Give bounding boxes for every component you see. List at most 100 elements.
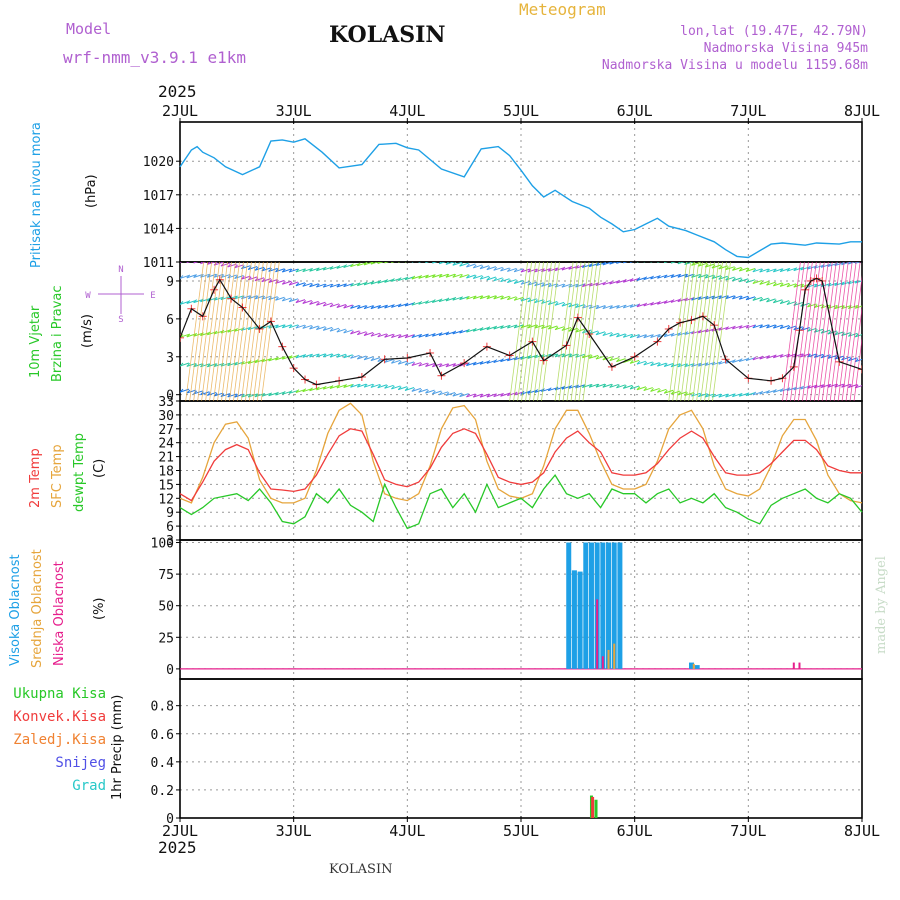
wind-arrow <box>582 354 592 359</box>
wind-arrow-head <box>677 273 682 278</box>
wind-arrow <box>786 267 797 272</box>
cloud-frame <box>179 539 863 680</box>
wind-arrow-head <box>779 283 784 287</box>
wind-arrow <box>861 336 862 338</box>
wind-arrow <box>834 282 844 286</box>
wind-arrow-head <box>425 333 429 338</box>
wind-arrow <box>384 262 389 264</box>
wind-arrow <box>643 387 653 392</box>
wind-arrow-head <box>657 300 661 305</box>
wind-arrow <box>780 300 790 305</box>
wind-arrow <box>670 390 681 395</box>
wind-arrow <box>473 295 483 300</box>
bottom-date-label: 4JUL <box>389 822 425 840</box>
wind-arrow <box>384 358 394 363</box>
wind-arrow-head <box>356 262 361 267</box>
wind-arrow-head <box>431 363 436 368</box>
wind-arrow <box>411 362 422 367</box>
wind-arrow <box>616 262 623 264</box>
wind-arrow <box>616 333 626 338</box>
wind-arrow <box>732 358 742 363</box>
wind-arrow-head <box>472 393 477 398</box>
wind-arrow <box>343 304 353 309</box>
wind-arrow-head <box>391 359 395 364</box>
wind-arrow-head <box>745 279 750 284</box>
wind-arrow <box>616 358 626 363</box>
wind-arrow <box>861 387 862 389</box>
wind-arrow-head <box>329 353 334 358</box>
wind-arrow-head <box>568 353 573 358</box>
wind-arrow-head <box>677 262 681 265</box>
temp-tick-label: 6 <box>166 520 174 535</box>
wind-arrow <box>404 276 415 281</box>
wind-arrow <box>595 282 606 287</box>
wind-arrow <box>855 305 862 309</box>
wind-arrow <box>370 357 381 362</box>
wind-arrow <box>275 296 285 301</box>
wind-arrow-head <box>397 334 402 339</box>
wind-arrow-head <box>568 327 573 332</box>
wind-arrow <box>336 328 347 333</box>
wind-arrow-head <box>363 356 368 361</box>
wind-arrow <box>745 324 756 329</box>
wind-arrow <box>616 384 626 389</box>
temp-tick-label: 3 <box>166 534 174 549</box>
wind-arrow-head <box>697 296 702 300</box>
precip-frame <box>179 678 863 819</box>
wind-arrow <box>302 300 312 304</box>
wind-arrow <box>561 302 572 307</box>
wind-arrow <box>411 334 422 339</box>
wind-arrow <box>793 326 803 331</box>
wind-arrow <box>418 388 428 393</box>
wind-arrow-head <box>554 353 559 358</box>
bottom-date-label: 2JUL <box>162 822 198 840</box>
wind-arrow <box>609 383 619 388</box>
wind-arrow-head <box>329 327 334 332</box>
wind-arrow-head <box>493 393 498 398</box>
wind-arrow-head <box>500 358 504 363</box>
wind-arrow <box>302 268 312 273</box>
wind-arrow-head <box>622 384 627 389</box>
wind-arrow <box>527 389 537 394</box>
wind-hatch <box>676 262 696 401</box>
wind-arrow-head <box>691 392 695 397</box>
wind-hatch <box>574 262 594 401</box>
wind-arrow-head <box>206 363 211 368</box>
wind-arrow-head <box>759 268 764 273</box>
wind-arrow <box>800 266 810 271</box>
wind-arrow <box>493 277 503 282</box>
wind-arrow <box>643 276 653 281</box>
wind-arrow-head <box>759 324 764 329</box>
wind-arrow-head <box>513 280 518 284</box>
wind-arrow <box>432 274 442 278</box>
wind-arrow <box>295 299 306 304</box>
wind-arrow-head <box>848 357 852 362</box>
wind-arrow <box>629 385 640 390</box>
wind-hatch <box>185 262 205 401</box>
wind-arrow-head <box>663 333 668 338</box>
wind-arrow-head <box>718 265 723 270</box>
wind-arrow-head <box>254 266 259 271</box>
cloud-bar <box>617 542 623 669</box>
wind-arrow-head <box>513 268 518 273</box>
wind-arrow-head <box>288 281 293 286</box>
wind-arrow <box>439 332 449 336</box>
wind-arrow <box>384 304 394 309</box>
wind-arrow <box>193 262 199 264</box>
wind-arrow-head <box>752 324 757 329</box>
wind-arrow-head <box>452 363 457 367</box>
wind-arrow-head <box>602 383 607 388</box>
wind-arrow-head <box>527 324 532 329</box>
wind-arrow <box>786 283 797 288</box>
wind-arrow <box>350 330 360 335</box>
wind-arrow-head <box>479 360 484 365</box>
wind-arrow-head <box>227 263 232 268</box>
wind-arrow-head <box>309 325 313 330</box>
wind-arrow-head <box>418 362 423 367</box>
wind-arrow <box>316 267 326 272</box>
wind-arrow-head <box>561 302 566 307</box>
cloud-tick-label: 100 <box>151 537 174 552</box>
wind-arrow-head <box>466 295 470 300</box>
wind-arrow <box>718 360 728 365</box>
wind-arrow <box>745 296 756 301</box>
